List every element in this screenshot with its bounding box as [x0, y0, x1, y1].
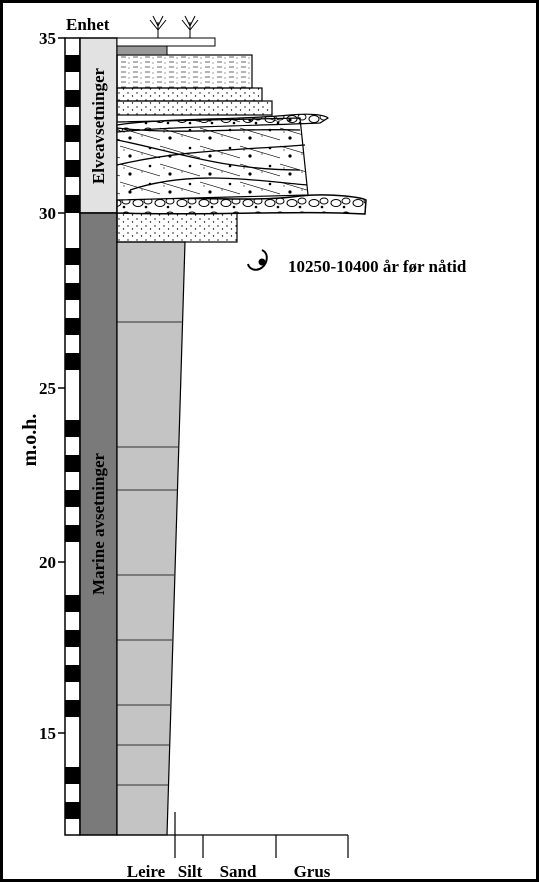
tick-label: 30: [39, 204, 56, 223]
sand-layer: [116, 87, 263, 102]
sand-layer: [116, 100, 273, 116]
silt-layer: [116, 54, 253, 89]
unit-label: Marine avsetninger: [89, 452, 108, 595]
tick-label: 20: [39, 553, 56, 572]
tick-label: 25: [39, 379, 56, 398]
grain-size-label: Leire: [127, 862, 166, 881]
axis-label: m.o.h.: [19, 414, 41, 467]
grain-size-axis: [117, 812, 349, 858]
gravel-lens: [116, 113, 329, 133]
gravel-pattern: [117, 194, 366, 214]
grain-size-label: Sand: [220, 862, 257, 881]
date-annotation: 10250-10400 år før nåtid: [288, 257, 467, 276]
tick-label: 35: [39, 29, 56, 48]
soil-layer: [116, 45, 168, 56]
fossil-icon: [247, 249, 268, 271]
sand-layer: [116, 212, 238, 243]
grain-size-label: Grus: [294, 862, 331, 881]
crossbedded-layer: [116, 117, 309, 201]
plant-icons: [149, 15, 199, 38]
tick-label: 15: [39, 724, 56, 743]
unit-label: Elveavsetninger: [89, 67, 108, 184]
scale-bar: [58, 37, 81, 836]
unit-marine: [79, 212, 118, 836]
clay-layer: [116, 241, 186, 836]
unit-header: Enhet: [66, 15, 110, 34]
grain-size-label: Silt: [178, 862, 203, 881]
top-layer: [116, 37, 216, 47]
